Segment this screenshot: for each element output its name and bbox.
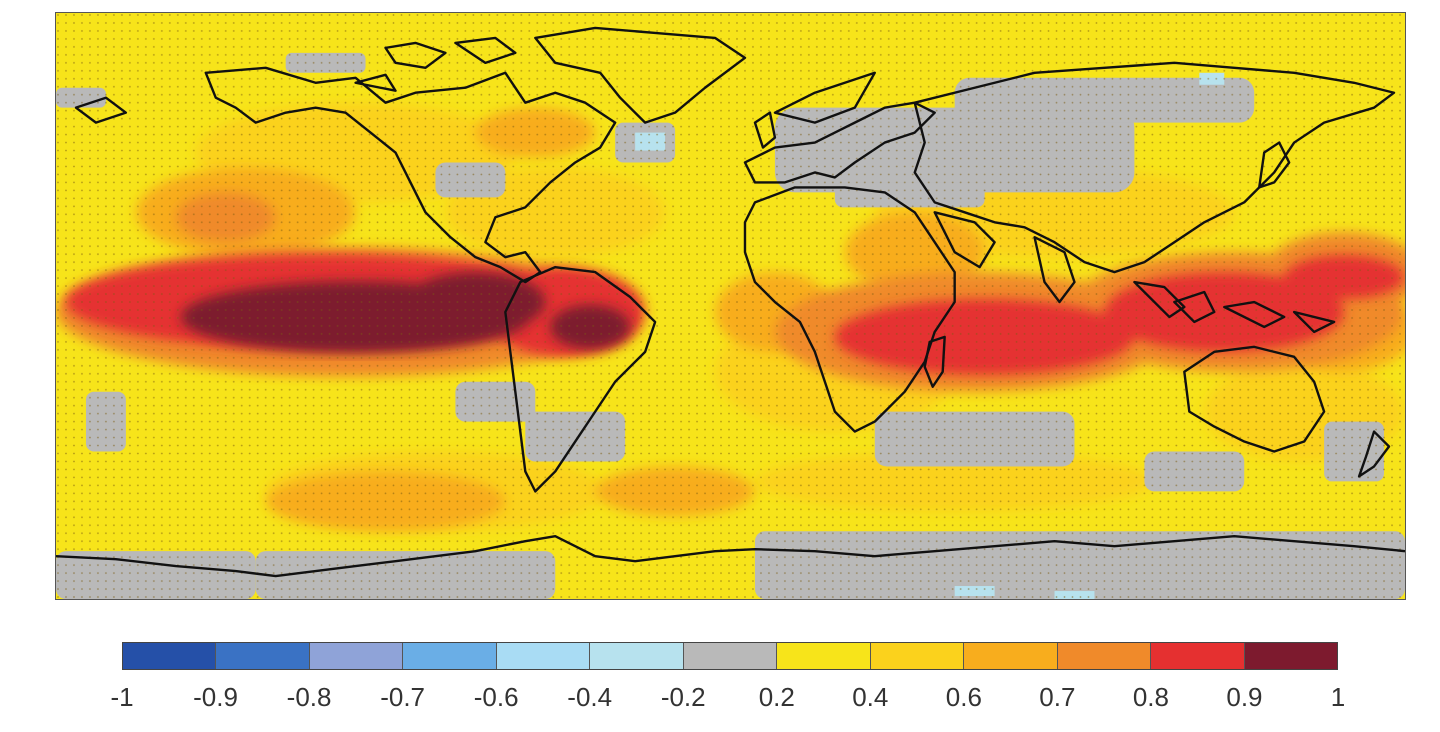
- colorbar-tick-label: -0.8: [286, 682, 332, 712]
- colorbar-bin: [216, 643, 310, 669]
- colorbar-tick-label: 0.7: [1039, 682, 1076, 712]
- coast-alaska: [74, 96, 128, 124]
- colorbar-bin: [1244, 643, 1338, 669]
- coast-antarctica: [56, 535, 1405, 578]
- colorbar-bin: [683, 643, 778, 669]
- coast-maritime: [1133, 280, 1336, 334]
- colorbar-bin: [123, 643, 217, 669]
- colorbar-bin: [1151, 643, 1245, 669]
- coastlines: [56, 26, 1405, 578]
- colorbar-tick-label: 0.8: [1132, 682, 1169, 712]
- coast-madagascar: [923, 335, 946, 388]
- colorbar-tick-label: -1: [110, 682, 134, 712]
- coast-new-zealand: [1357, 430, 1391, 478]
- stippling: [56, 13, 1405, 599]
- colorbar-bin: [870, 643, 965, 669]
- coast-north-america: [204, 66, 617, 284]
- colorbar-bin: [1057, 643, 1152, 669]
- colorbar-tick-label: -0.4: [567, 682, 613, 712]
- colorbar-tick-label: -0.6: [473, 682, 519, 712]
- colorbar-bin: [496, 643, 591, 669]
- colorbar-tick-label: -0.7: [380, 682, 426, 712]
- colorbar: [122, 642, 1338, 670]
- coast-australia: [1183, 345, 1326, 453]
- colorbar-bin: [777, 643, 871, 669]
- colorbar-tick-label: 0.6: [945, 682, 982, 712]
- world-map: [55, 12, 1406, 600]
- coast-europe: [743, 71, 936, 184]
- coast-arabia: [933, 211, 996, 269]
- colorbar-tick-label: 0.9: [1226, 682, 1263, 712]
- colorbar-bin: [309, 643, 404, 669]
- colorbar-bin: [964, 643, 1058, 669]
- correlation-map: [56, 13, 1405, 599]
- colorbar-tick-label: 0.2: [758, 682, 795, 712]
- colorbar-tick-label: -0.2: [660, 682, 706, 712]
- colorbar-tick-label: 0.4: [852, 682, 889, 712]
- coast-arctic-islands: [354, 36, 517, 92]
- colorbar-tick-label: 1: [1330, 682, 1346, 712]
- coast-africa: [743, 186, 956, 433]
- coast-uk: [753, 111, 777, 149]
- colorbar-tick-label: -0.9: [193, 682, 238, 712]
- colorbar-bin: [590, 643, 684, 669]
- colorbar-bin: [403, 643, 497, 669]
- coast-greenland: [534, 26, 747, 124]
- coast-japan: [1258, 141, 1291, 189]
- coast-india: [1033, 236, 1076, 304]
- colorbar-tick-labels: -1 -0.9 -0.8 -0.7 -0.6 -0.4 -0.2 0.2 0.4 0.6 0.7 0.…: [110, 682, 1345, 716]
- coast-south-america: [504, 265, 657, 493]
- coast-asia: [913, 61, 1396, 274]
